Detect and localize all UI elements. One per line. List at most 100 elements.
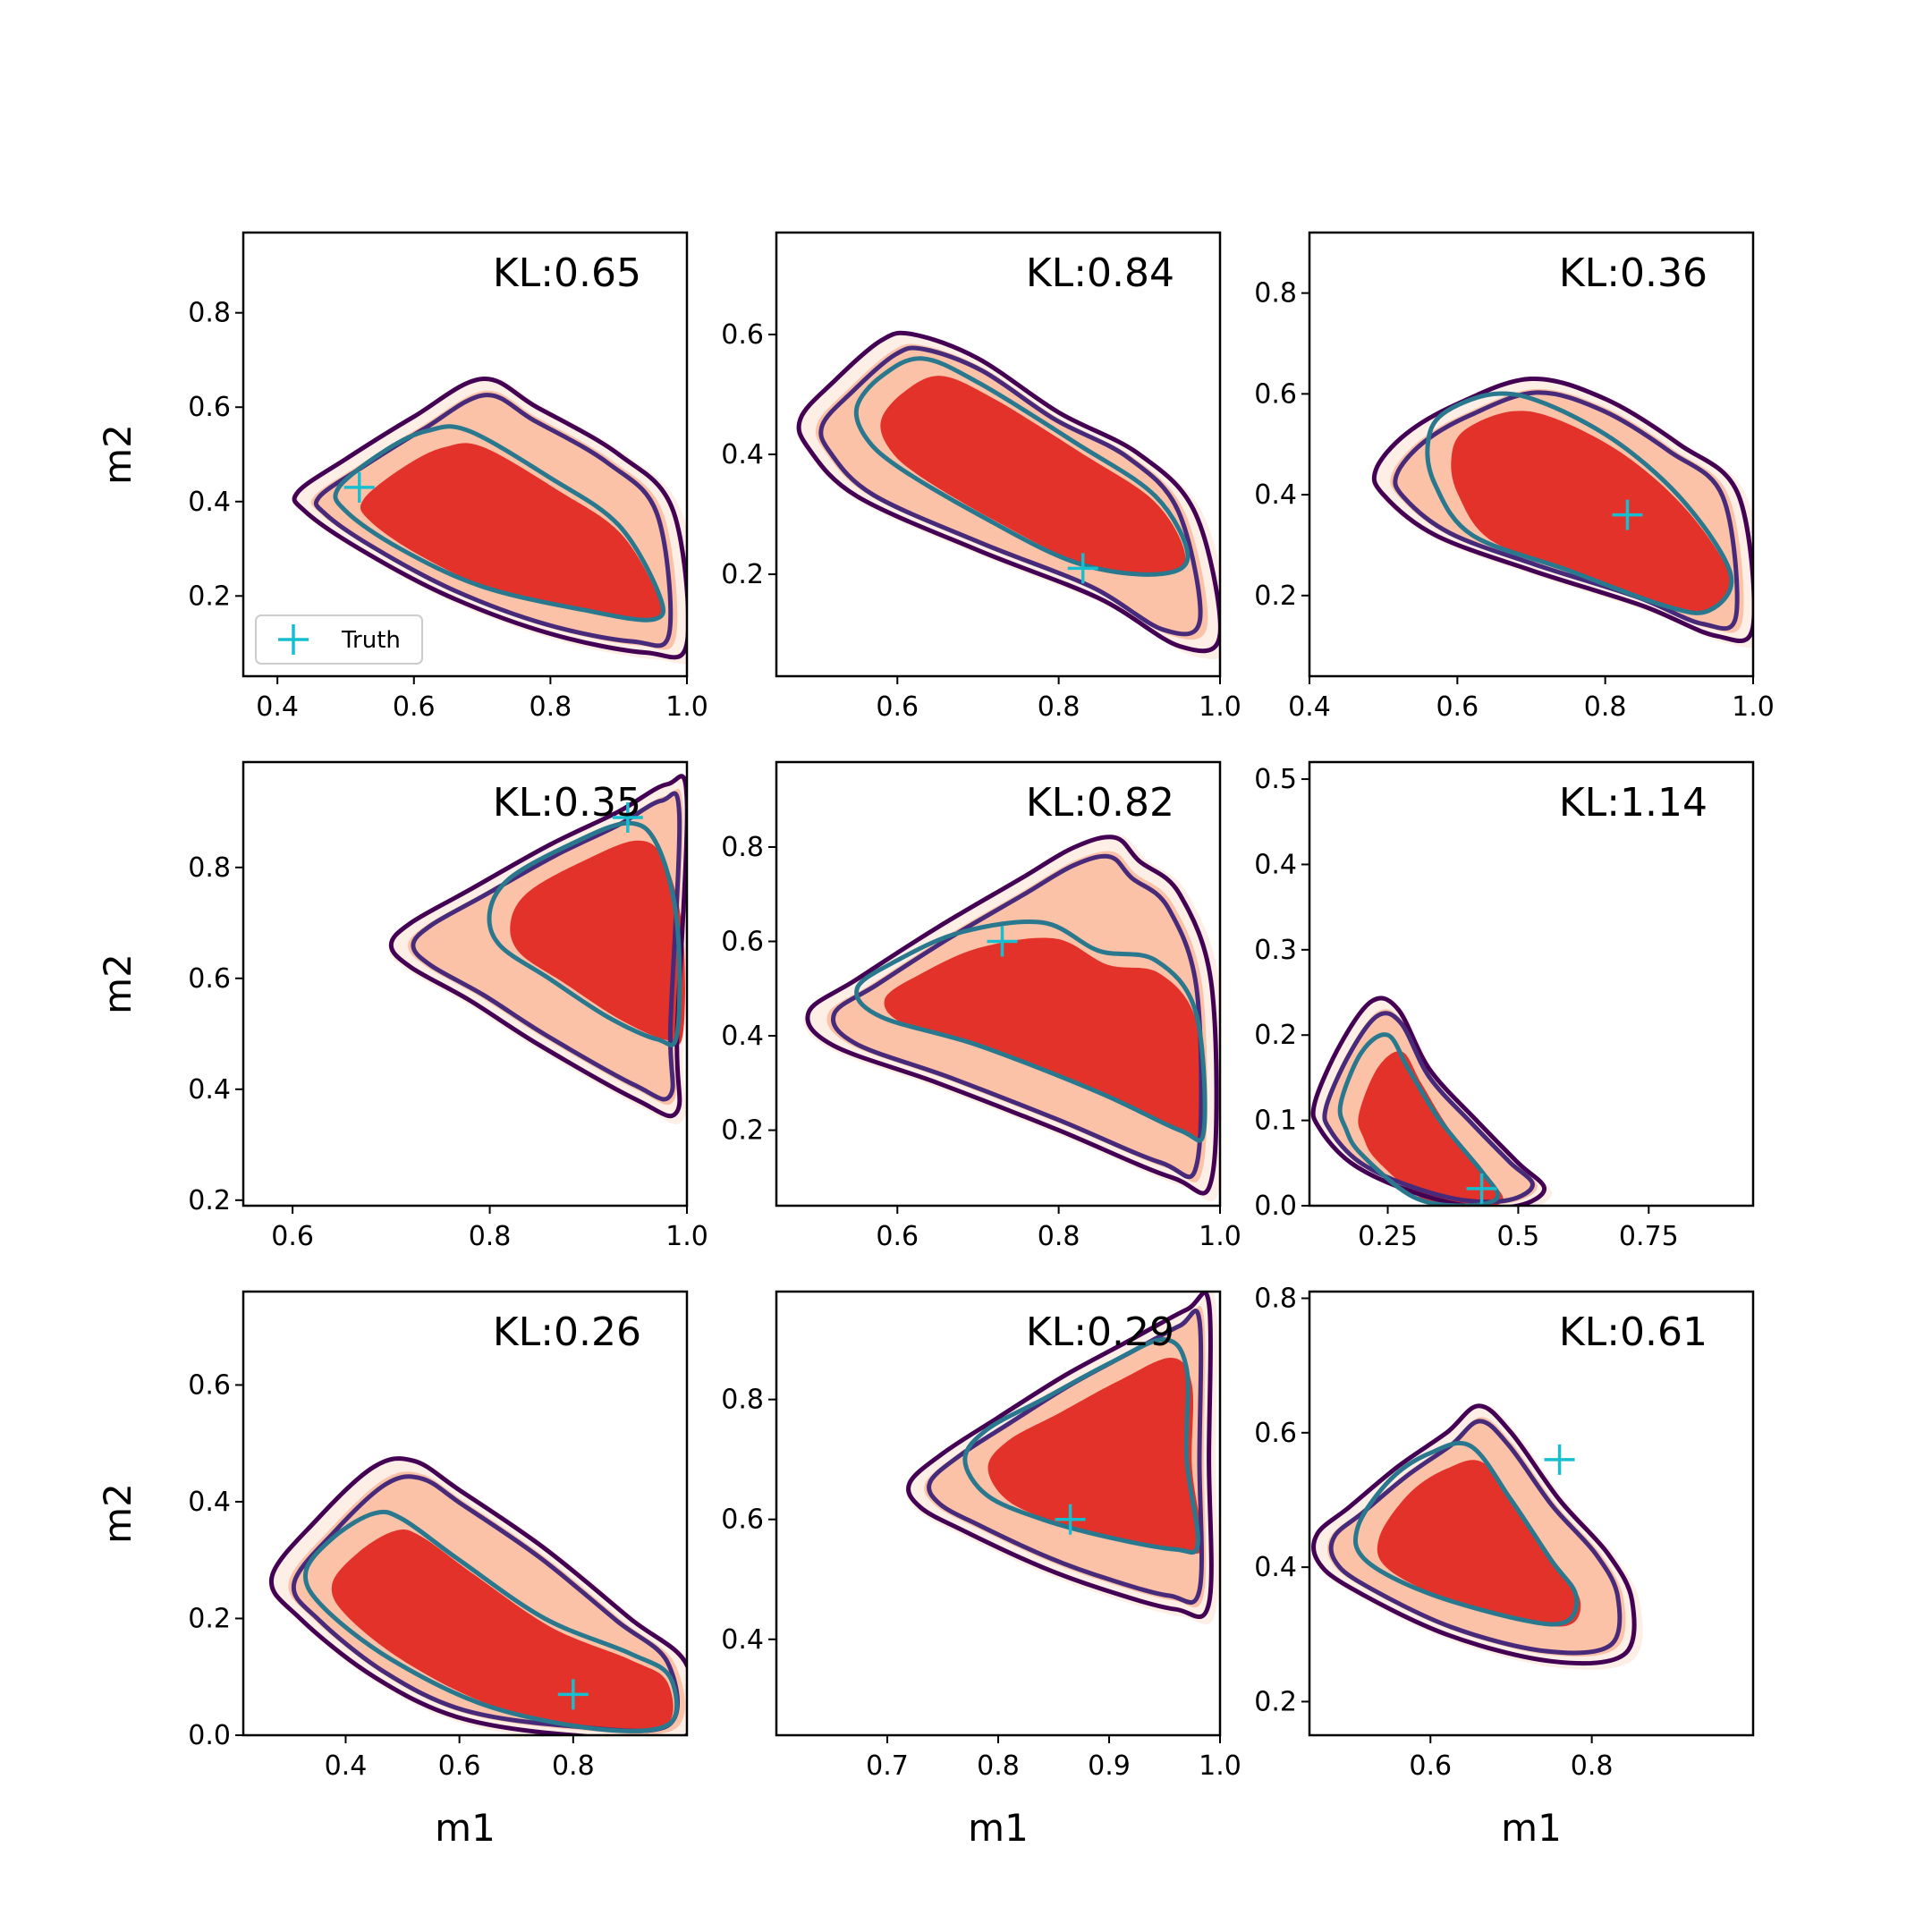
contour-inner (487, 820, 682, 1047)
y-tick-label: 0.4 (721, 1021, 764, 1052)
x-tick-label: 0.8 (1584, 691, 1627, 723)
x-tick-label: 1.0 (665, 691, 708, 723)
y-tick-label: 0.6 (1254, 378, 1297, 410)
y-tick-label: 0.0 (1254, 1191, 1297, 1222)
x-tick-label: 0.6 (1409, 1750, 1452, 1782)
density-fill-inner (884, 937, 1205, 1140)
x-tick-label: 0.25 (1358, 1221, 1418, 1252)
x-tick-label: 1.0 (1732, 691, 1775, 723)
contour-outer (268, 1456, 687, 1735)
y-tick-label: 0.4 (1254, 1552, 1297, 1583)
y-tick-label: 0.2 (721, 559, 764, 590)
y-tick-label: 0.4 (721, 1624, 764, 1656)
contour-mid (313, 393, 674, 648)
contour-mid (927, 1308, 1204, 1605)
truth-marker (1067, 553, 1098, 584)
x-axis-label: m1 (968, 1806, 1029, 1850)
y-tick-label: 0.2 (188, 580, 231, 612)
y-tick-label: 0.3 (1254, 935, 1297, 966)
density-fill-inner (1377, 1460, 1581, 1627)
contour-mid (1322, 1011, 1536, 1205)
kl-label: KL:0.29 (1026, 1309, 1174, 1355)
kl-label: KL:0.61 (1559, 1309, 1707, 1355)
panel-8-plot-area (906, 1292, 1219, 1624)
y-tick-label: 0.6 (721, 319, 764, 351)
y-tick-label: 0.6 (1254, 1418, 1297, 1449)
density-fill-inner (360, 443, 663, 622)
x-tick-label: 1.0 (1199, 1750, 1241, 1782)
contour-inner (1425, 391, 1734, 615)
kl-label: KL:0.35 (493, 780, 641, 826)
y-tick-label: 0.2 (1254, 580, 1297, 612)
panel-6-plot-area (1310, 996, 1553, 1206)
x-tick-label: 0.6 (271, 1221, 314, 1252)
axes-frame (1308, 1290, 1755, 1737)
y-tick-label: 0.0 (188, 1720, 231, 1751)
contour-mid (818, 345, 1203, 637)
x-tick-label: 0.6 (393, 691, 436, 723)
panel-6: 0.25 0.5 0.75 0.0 0.1 0.2 0.3 0.4 0.5 KL:1.14 (1254, 760, 1755, 1252)
x-tick-label: 0.6 (876, 691, 919, 723)
panel-9: 0.6 0.8 0.2 0.4 0.6 0.8 KL:0.61 m1 (1254, 1284, 1755, 1850)
y-tick-label: 0.2 (721, 1115, 764, 1147)
panel-9-plot-area (1311, 1403, 1643, 1670)
panel-1-plot-area (292, 377, 687, 665)
x-tick-label: 1.0 (1199, 691, 1241, 723)
kl-label: KL:0.82 (1026, 780, 1174, 826)
panel-7-plot-area (268, 1456, 687, 1735)
kl-label: KL:1.14 (1559, 780, 1707, 826)
legend-entry-truth: Truth (341, 627, 401, 654)
x-tick-label: 0.4 (1288, 691, 1331, 723)
panel-7: 0.4 0.6 0.8 0.0 0.2 0.4 0.6 KL:0.26 m2 m1 (96, 1290, 689, 1850)
y-axis-label: m2 (96, 1483, 140, 1544)
contour-outer (906, 1292, 1214, 1620)
truth-marker (1612, 499, 1643, 530)
y-tick-label: 0.2 (1254, 1020, 1297, 1051)
truth-marker (1544, 1444, 1575, 1475)
axes-frame (1308, 231, 1755, 678)
y-tick-label: 0.4 (188, 487, 231, 518)
contour-inner (853, 356, 1191, 577)
truth-marker (987, 926, 1018, 957)
x-tick-label: 0.8 (1038, 1221, 1080, 1252)
y-axis-label: m2 (96, 424, 140, 485)
truth-marker (343, 471, 375, 503)
x-tick-label: 0.6 (438, 1750, 481, 1782)
y-tick-label: 0.2 (1254, 1686, 1297, 1717)
x-tick-label: 0.8 (530, 691, 572, 723)
panel-8: 0.7 0.8 0.9 1.0 0.4 0.6 0.8 KL:0.29 m1 (721, 1290, 1241, 1850)
contour-inner (333, 424, 666, 623)
y-tick-label: 0.6 (188, 963, 231, 995)
legend-box (255, 614, 423, 665)
contour-inner (854, 919, 1208, 1143)
contour-inner (1337, 1032, 1501, 1206)
kl-label: KL:0.84 (1026, 250, 1174, 296)
contour-outer (1311, 1403, 1637, 1666)
contour-outer (805, 835, 1219, 1196)
y-tick-label: 0.8 (188, 298, 231, 329)
y-tick-label: 0.4 (188, 1487, 231, 1518)
y-tick-label: 0.1 (1254, 1106, 1297, 1137)
y-tick-label: 0.2 (188, 1603, 231, 1634)
axes-frame (242, 231, 689, 678)
panel-4-plot-area (388, 774, 687, 1124)
y-tick-label: 0.6 (188, 392, 231, 423)
contour-inner (962, 1337, 1200, 1555)
kl-label: KL:0.65 (493, 250, 641, 296)
y-tick-label: 0.6 (721, 1504, 764, 1536)
x-tick-label: 0.6 (1436, 691, 1479, 723)
density-fill-inner (331, 1530, 674, 1732)
y-tick-label: 0.6 (188, 1369, 231, 1401)
x-tick-label: 0.4 (325, 1750, 368, 1782)
y-tick-label: 0.4 (188, 1074, 231, 1106)
truth-marker (1466, 1173, 1497, 1204)
x-tick-label: 0.8 (1571, 1750, 1614, 1782)
panel-3-plot-area (1371, 376, 1753, 648)
contour-outer (1310, 996, 1547, 1206)
density-fill-inner (510, 840, 685, 1046)
y-tick-label: 0.8 (188, 852, 231, 884)
contour-inner (302, 1509, 679, 1733)
y-tick-label: 0.4 (721, 439, 764, 470)
contour-mid (291, 1474, 680, 1733)
